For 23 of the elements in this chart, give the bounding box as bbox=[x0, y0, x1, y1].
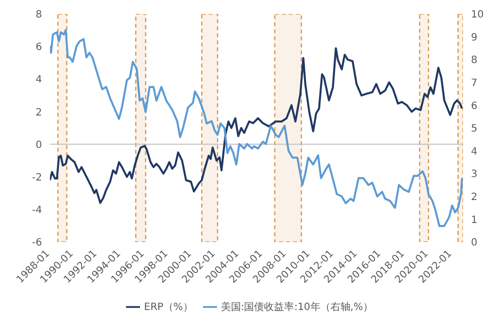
y2-tick-label: 9 bbox=[471, 32, 478, 44]
y-tick-label: 8 bbox=[36, 10, 42, 21]
y-tick-label: 6 bbox=[36, 42, 42, 54]
y-tick-label: -6 bbox=[32, 238, 42, 249]
y2-tick-label: 2 bbox=[471, 192, 478, 203]
y2-tick-label: 6 bbox=[471, 100, 478, 112]
legend-label: ERP（%） bbox=[144, 302, 193, 313]
y2-tick-label: 8 bbox=[471, 55, 478, 66]
y-tick-label: -4 bbox=[32, 204, 42, 216]
y2-tick-label: 0 bbox=[471, 238, 478, 249]
y2-tick-label: 5 bbox=[471, 124, 478, 135]
line-series bbox=[50, 28, 463, 228]
y2-tick-label: 3 bbox=[471, 169, 478, 180]
y2-tick-label: 1 bbox=[471, 214, 478, 226]
y2-tick-label: 7 bbox=[471, 78, 478, 89]
y-tick-label: 0 bbox=[36, 140, 42, 151]
y-tick-label: -2 bbox=[32, 172, 42, 184]
line-series bbox=[50, 47, 463, 204]
y-tick-label: 4 bbox=[36, 74, 42, 86]
y2-tick-label: 10 bbox=[471, 10, 484, 21]
y-tick-label: 2 bbox=[36, 107, 42, 118]
y2-tick-label: 4 bbox=[471, 146, 478, 158]
legend-label: 美国:国债收益率:10年（右轴,%） bbox=[220, 302, 373, 313]
